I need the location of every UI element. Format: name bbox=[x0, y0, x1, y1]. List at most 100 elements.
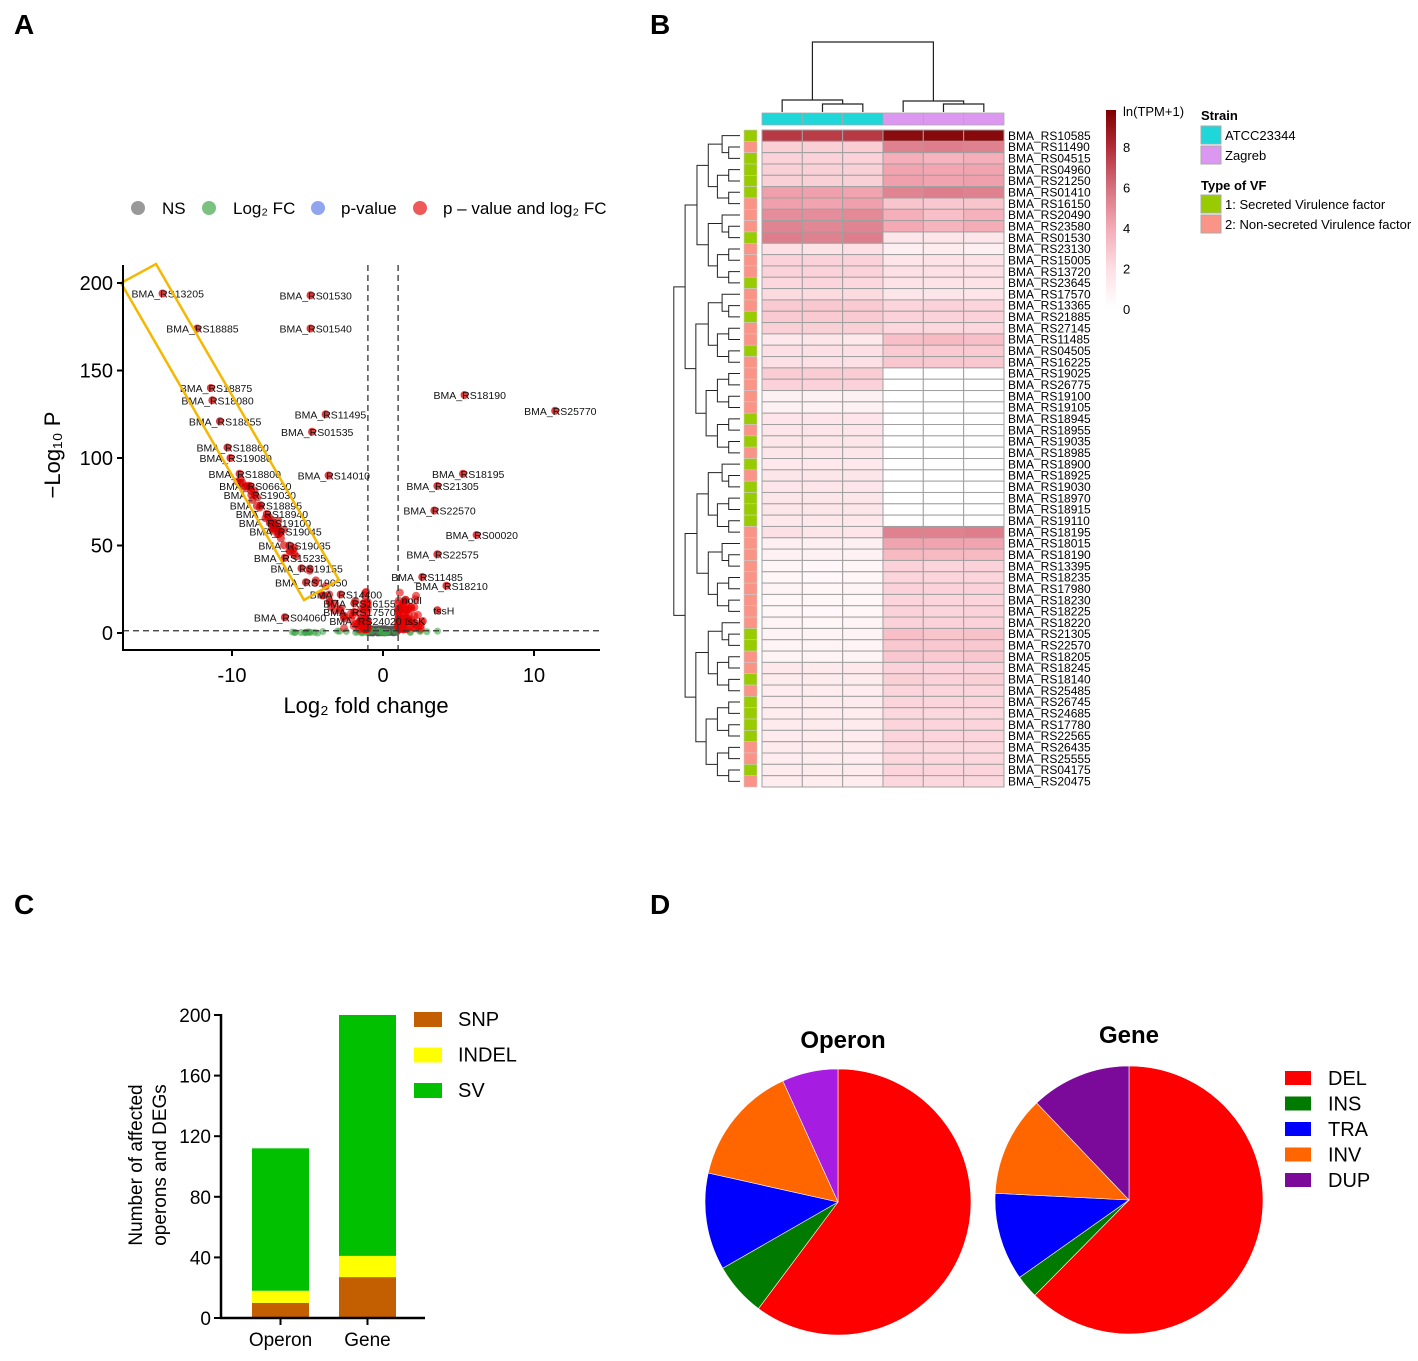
heatmap-cell bbox=[842, 265, 884, 278]
row-dendrogram bbox=[728, 678, 740, 692]
row-dendrogram bbox=[728, 350, 740, 363]
heatmap-cell bbox=[922, 220, 965, 233]
heatmap-cell bbox=[963, 254, 1005, 267]
point-label: BMA_RS25770 bbox=[524, 406, 597, 418]
point-label: BMA_RS17570 bbox=[323, 607, 396, 619]
row-dendrogram bbox=[707, 472, 723, 516]
heatmap-cell bbox=[963, 469, 1005, 482]
heatmap-cell bbox=[963, 571, 1005, 584]
heatmap-cell bbox=[882, 197, 924, 210]
heatmap-cell bbox=[761, 197, 803, 210]
heatmap-cell bbox=[882, 242, 924, 256]
y-tick-label: 200 bbox=[179, 1006, 211, 1027]
legend-swatch bbox=[1285, 1122, 1311, 1136]
legend-swatch bbox=[414, 1083, 442, 1098]
heatmap-cell bbox=[842, 378, 884, 392]
heatmap-cell bbox=[922, 605, 965, 618]
heatmap-cell bbox=[922, 763, 965, 777]
vf-annotation-cell bbox=[743, 186, 758, 199]
row-dendrogram bbox=[721, 135, 740, 154]
vf-annotation-cell bbox=[743, 458, 758, 471]
heatmap-cell bbox=[761, 208, 803, 222]
labeled-point bbox=[158, 289, 167, 298]
row-label: BMA_RS23580 bbox=[1008, 219, 1091, 233]
vf-annotation-cell bbox=[743, 446, 758, 459]
row-label: BMA_RS04515 bbox=[1008, 151, 1091, 165]
heatmap-cell bbox=[761, 571, 803, 584]
row-dendrogram bbox=[705, 718, 718, 765]
legend-marker bbox=[202, 201, 216, 215]
heatmap-cell bbox=[801, 525, 844, 539]
sig-point bbox=[305, 566, 314, 575]
row-dendrogram bbox=[728, 327, 740, 341]
heatmap-cell bbox=[801, 356, 844, 369]
heatmap-cell bbox=[801, 401, 844, 414]
heatmap-cell bbox=[842, 288, 884, 301]
strain-annotation-cell bbox=[842, 112, 884, 126]
stacked-bar-chart: Operon Gene 0 40 80 120 160 200 Number of affect… bbox=[126, 1006, 517, 1351]
heatmap-cell bbox=[922, 707, 965, 720]
labeled-point bbox=[246, 482, 255, 490]
point-label: BMA_RS18195 bbox=[432, 469, 505, 481]
strain-annotation-cell bbox=[882, 112, 924, 126]
heatmap: BMA_RS10585BMA_RS11490BMA_RS04515BMA_RS0… bbox=[673, 41, 1412, 789]
labeled-point bbox=[308, 427, 317, 436]
row-dendrogram bbox=[728, 554, 740, 567]
heatmap-cell bbox=[882, 333, 924, 346]
row-label: BMA_RS22570 bbox=[1008, 639, 1091, 653]
heatmap-cell bbox=[882, 729, 924, 743]
heatmap-cell bbox=[963, 424, 1005, 437]
heatmap-cell bbox=[922, 729, 965, 743]
pie-charts: Operon Gene DEL INS TRA INV DUP bbox=[704, 1022, 1370, 1336]
heatmap-cell bbox=[882, 491, 924, 505]
column-dendrogram bbox=[942, 103, 985, 112]
heatmap-cell bbox=[963, 480, 1005, 493]
column-dendrogram bbox=[781, 99, 844, 112]
heatmap-cell bbox=[842, 514, 884, 527]
heatmap-cell bbox=[842, 310, 884, 324]
labeled-point bbox=[430, 506, 439, 515]
row-label: BMA_RS10585 bbox=[1008, 129, 1091, 143]
heatmap-cell bbox=[882, 424, 924, 437]
row-label: BMA_RS13395 bbox=[1008, 559, 1091, 573]
point-label: BMA_RS15235 bbox=[254, 553, 327, 565]
labeled-point bbox=[256, 501, 265, 510]
heatmap-cell bbox=[882, 356, 924, 369]
panel-label-b: B bbox=[650, 9, 670, 40]
x-tick-label: Operon bbox=[249, 1330, 312, 1351]
labeled-point bbox=[418, 573, 427, 581]
labeled-point bbox=[262, 510, 271, 518]
heatmap-cell bbox=[842, 390, 884, 403]
heatmap-cell bbox=[963, 491, 1005, 505]
row-label: BMA_RS18205 bbox=[1008, 650, 1091, 664]
heatmap-cell bbox=[761, 514, 803, 527]
pie-slice-inv bbox=[994, 1102, 1130, 1201]
heatmap-cell bbox=[963, 458, 1005, 471]
heatmap-cell bbox=[963, 537, 1005, 550]
heatmap-cell bbox=[761, 752, 803, 765]
y-tick-label: 200 bbox=[80, 273, 113, 295]
heatmap-cell bbox=[801, 469, 844, 482]
row-label: BMA_RS18230 bbox=[1008, 593, 1091, 607]
heatmap-cell bbox=[761, 299, 803, 312]
heatmap-cell bbox=[963, 559, 1005, 573]
heatmap-cell bbox=[842, 616, 884, 629]
heatmap-cell bbox=[882, 593, 924, 607]
labeled-point bbox=[301, 578, 310, 587]
row-dendrogram bbox=[728, 656, 740, 669]
point-label: BMA_RS18855 bbox=[189, 416, 262, 428]
y-tick-label: 120 bbox=[179, 1127, 211, 1148]
heatmap-cell bbox=[922, 718, 965, 731]
heatmap-cell bbox=[963, 729, 1005, 743]
row-dendrogram bbox=[728, 474, 740, 488]
volcano-plot: NS Log₂ FC p-value p – value and log₂ FC BMA… bbox=[40, 199, 606, 718]
pie-slice-tra bbox=[994, 1192, 1130, 1278]
vf-annotation-cell bbox=[743, 175, 758, 187]
vf-annotation-cell bbox=[743, 401, 758, 414]
vf-annotation-cell bbox=[743, 707, 758, 720]
heatmap-cell bbox=[801, 627, 844, 641]
heatmap-cell bbox=[761, 458, 803, 471]
labeled-point bbox=[433, 606, 442, 615]
vf-annotation-cell bbox=[743, 594, 758, 607]
row-dendrogram bbox=[696, 164, 709, 246]
